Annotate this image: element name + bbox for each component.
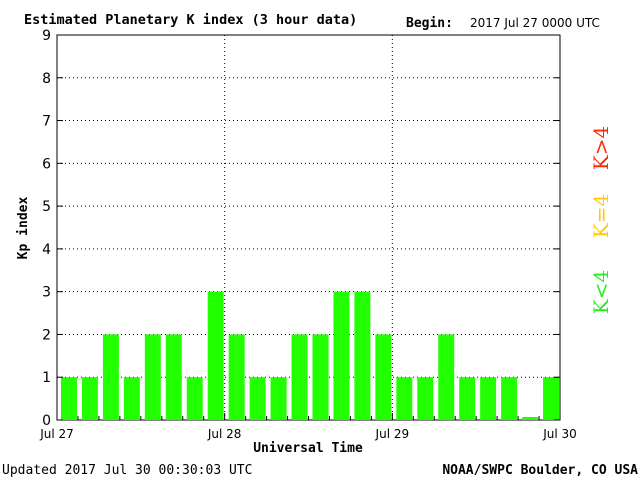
begin-value: 2017 Jul 27 0000 UTC — [470, 16, 600, 30]
bar-13 — [333, 291, 350, 420]
y-tick-label-8: 8 — [42, 71, 51, 87]
x-date-label-3: Jul 30 — [542, 427, 577, 441]
bar-8 — [228, 334, 245, 420]
y-tick-label-9: 9 — [42, 28, 51, 44]
bar-4 — [144, 334, 161, 420]
bar-3 — [123, 377, 140, 420]
legend-k-greater-4: K>4 — [589, 126, 613, 170]
bar-10 — [270, 377, 287, 420]
bar-7 — [207, 291, 224, 420]
bar-21 — [501, 377, 518, 420]
bar-0 — [61, 377, 77, 420]
y-tick-label-1: 1 — [42, 370, 51, 386]
y-tick-label-6: 6 — [42, 156, 51, 172]
y-tick-label-7: 7 — [42, 114, 51, 130]
grid-lines — [57, 34, 560, 420]
bar-19 — [459, 377, 476, 420]
x-date-label-2: Jul 29 — [375, 427, 410, 441]
y-tick-label-4: 4 — [42, 242, 51, 258]
bar-15 — [375, 334, 392, 420]
bar-series — [61, 291, 559, 420]
bar-9 — [249, 377, 266, 420]
x-axis-label: Universal Time — [253, 441, 363, 456]
bar-17 — [417, 377, 434, 420]
legend-k-equal-4: K=4 — [589, 194, 613, 238]
bar-20 — [480, 377, 497, 420]
bar-1 — [81, 377, 98, 420]
bar-2 — [102, 334, 119, 420]
bar-18 — [438, 334, 455, 420]
bar-16 — [396, 377, 413, 420]
y-axis-ticks: 0 1 2 3 4 5 6 7 8 9 — [42, 28, 560, 429]
bar-14 — [354, 291, 371, 420]
bar-11 — [291, 334, 308, 420]
y-tick-label-3: 3 — [42, 285, 51, 301]
y-tick-label-0: 0 — [42, 413, 51, 429]
chart-title: Estimated Planetary K index (3 hour data… — [24, 12, 357, 28]
x-date-label-0: Jul 27 — [39, 427, 74, 441]
y-tick-label-2: 2 — [42, 327, 51, 343]
x-date-label-1: Jul 28 — [207, 427, 242, 441]
bar-22 — [522, 417, 539, 420]
x-axis-ticks: Jul 27 Jul 28 Jul 29 Jul 30 — [39, 413, 577, 441]
y-tick-label-5: 5 — [42, 199, 51, 215]
bar-5 — [165, 334, 182, 420]
bar-12 — [312, 334, 329, 420]
bar-6 — [186, 377, 203, 420]
bar-23 — [543, 377, 559, 420]
begin-label: Begin: — [406, 16, 453, 31]
source-credit: NOAA/SWPC Boulder, CO USA — [442, 463, 638, 478]
plot-area — [56, 34, 561, 421]
y-axis-label: Kp index — [16, 197, 31, 260]
updated-timestamp: Updated 2017 Jul 30 00:30:03 UTC — [2, 463, 252, 478]
legend-k-less-4: K<4 — [589, 270, 613, 314]
